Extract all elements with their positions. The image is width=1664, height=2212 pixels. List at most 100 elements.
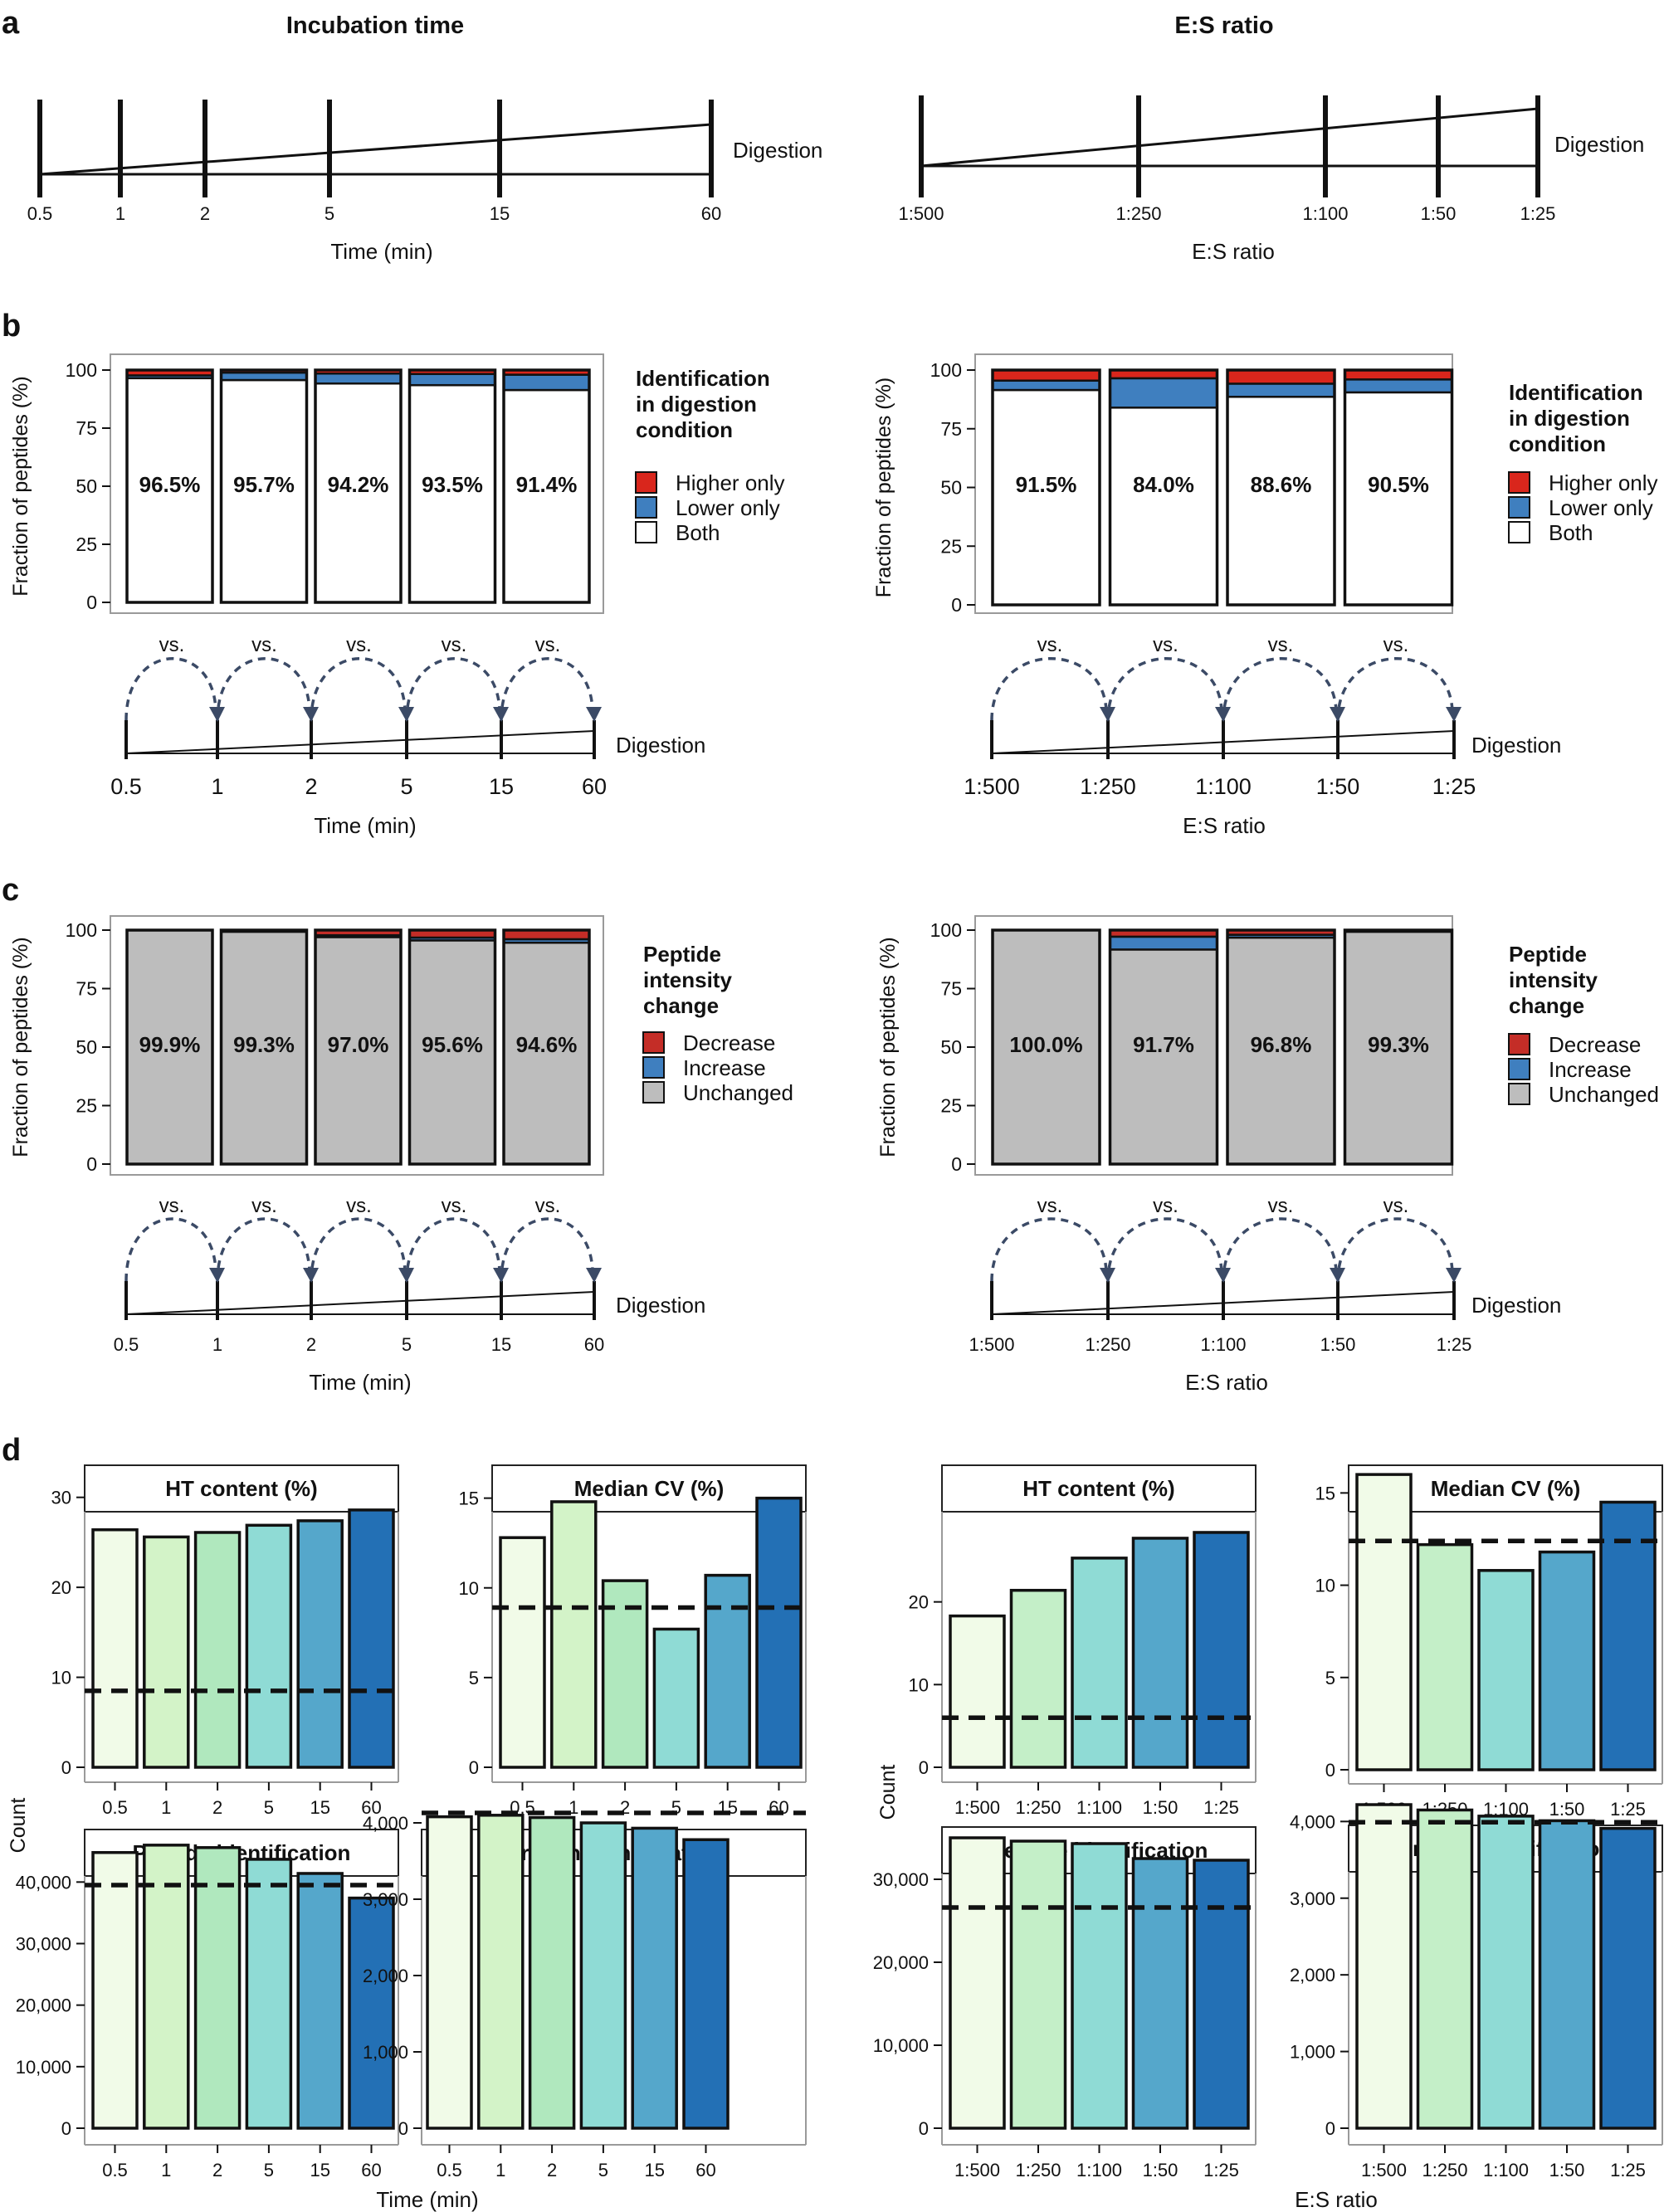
schematic-b-es: 1:500 1:250 1:100 1:50 1:25 Digestion E:S rati… xyxy=(964,634,1561,838)
y-tick-label: 4,000 xyxy=(363,1813,408,1834)
vs-label: vs. xyxy=(346,1195,372,1217)
y-tick-label: 50 xyxy=(940,477,962,499)
wedge-line xyxy=(125,730,595,754)
tick-label-1: 1 xyxy=(115,203,125,224)
vs-label: vs. xyxy=(1383,1195,1409,1217)
bar xyxy=(1477,1815,1535,2130)
y-tick-label: 25 xyxy=(76,1095,97,1117)
y-tick-label: 0 xyxy=(61,2118,71,2139)
bar-percent-label: 93.5% xyxy=(422,472,483,497)
vs-label: vs. xyxy=(346,634,372,656)
x-tick-label: 1:100 xyxy=(1076,1797,1122,1818)
tick-label-60: 60 xyxy=(701,203,721,224)
y-tick-label: 20,000 xyxy=(873,1952,929,1973)
legend-swatch xyxy=(1508,496,1530,519)
y-tick-label: 10,000 xyxy=(873,2035,929,2056)
y-tick-label: 30,000 xyxy=(873,1869,929,1890)
x-tick-label: 1:50 xyxy=(1549,1799,1585,1820)
y-tick-label: 3,000 xyxy=(363,1889,408,1910)
bar xyxy=(91,1850,139,2130)
wedge-line xyxy=(125,1291,595,1315)
bar-percent-label: 84.0% xyxy=(1133,472,1194,497)
chart-c-time: 0 25 50 75 100 Fraction of peptides (%) 99.9% 9… xyxy=(9,915,793,1176)
tick-label-0.5: 0.5 xyxy=(110,774,142,799)
comparison-arc xyxy=(990,657,1108,721)
bar xyxy=(1538,1819,1596,2130)
bar-outline xyxy=(1226,928,1336,1166)
y-tick-label: 10 xyxy=(51,1668,71,1688)
bar xyxy=(1009,1839,1067,2130)
chart-title-box xyxy=(84,1464,399,1513)
y-tick-label: 0 xyxy=(919,2118,929,2139)
bar-percent-label: 96.8% xyxy=(1251,1032,1312,1057)
legend-swatch xyxy=(1508,1058,1530,1080)
count-label-time: Count xyxy=(7,1798,30,1854)
tick-label-1: 1 xyxy=(211,774,223,799)
bar xyxy=(245,1523,293,1769)
x-tick-label: 15 xyxy=(310,2160,329,2180)
x-tick-label: 60 xyxy=(695,2160,715,2180)
tick-label-1:500: 1:500 xyxy=(964,774,1020,799)
comparison-arc xyxy=(405,1217,501,1282)
count-label-es: Count xyxy=(876,1765,900,1820)
bar xyxy=(1538,1550,1596,1771)
bar-percent-label: 91.7% xyxy=(1133,1032,1194,1057)
vs-label: vs. xyxy=(1268,1195,1294,1217)
x-tick-label: 1:50 xyxy=(1143,2160,1178,2180)
comparison-arrowhead xyxy=(586,707,602,722)
tick-label-1:100: 1:100 xyxy=(1200,1334,1246,1355)
bar xyxy=(1477,1569,1535,1771)
x-tick-label: 1:500 xyxy=(1361,2160,1407,2180)
chart-b-es: 0 25 50 75 100 Fraction of peptides (%) 91.5% 8… xyxy=(872,353,1658,616)
y-tick-label: 40,000 xyxy=(16,1872,71,1893)
tick-label-1:50: 1:50 xyxy=(1316,774,1360,799)
tick-label-1:250: 1:250 xyxy=(1080,774,1136,799)
legend-title-line: condition xyxy=(1509,431,1606,456)
y-tick-label: 20 xyxy=(909,1592,929,1613)
legend-entry-decrease: Decrease xyxy=(1549,1032,1641,1057)
vs-label: vs. xyxy=(442,634,467,656)
tick-label-1:25: 1:25 xyxy=(1437,1334,1472,1355)
comparison-arc xyxy=(1222,657,1338,721)
tick-label-1:500: 1:500 xyxy=(969,1334,1014,1355)
bar-percent-label: 99.3% xyxy=(233,1032,295,1057)
panel-label-a: a xyxy=(2,6,20,41)
tick-label-1:250: 1:250 xyxy=(1115,203,1161,224)
bar xyxy=(348,1896,395,2130)
bar xyxy=(348,1508,395,1769)
wedge-line xyxy=(920,107,1539,168)
bar-percent-label: 90.5% xyxy=(1368,472,1429,497)
x-tick-label: 1:25 xyxy=(1610,2160,1646,2180)
bar-outline xyxy=(314,368,403,604)
bar-segment-lower-only xyxy=(991,379,1101,392)
y-tick-label: 25 xyxy=(76,534,97,555)
y-tick-label: 20 xyxy=(51,1577,71,1598)
plot-frame xyxy=(110,353,604,614)
vs-label: vs. xyxy=(442,1195,467,1217)
legend-entry-lower-only: Lower only xyxy=(676,495,780,520)
incubation-time-title: Incubation time xyxy=(286,12,464,39)
tick-label-5: 5 xyxy=(325,203,334,224)
x-tick-label: 1:50 xyxy=(1549,2160,1585,2180)
comparison-arrowhead xyxy=(1446,1268,1461,1283)
bar-outline xyxy=(1343,368,1454,607)
tick-label-15: 15 xyxy=(489,774,514,799)
bar-percent-label: 91.5% xyxy=(1016,472,1077,497)
x-tick-label: 1:250 xyxy=(1015,1797,1061,1818)
bar-segment-lower-only xyxy=(408,373,496,387)
x-tick-label: 0.5 xyxy=(437,2160,462,2180)
comparison-arc xyxy=(1222,1217,1338,1282)
y-tick-label: 0 xyxy=(469,1757,479,1778)
bar xyxy=(601,1579,649,1769)
wedge-line xyxy=(39,123,712,176)
x-tick-label: 60 xyxy=(361,1797,381,1818)
x-tick-label: 2 xyxy=(212,1797,222,1818)
tick-label-1:25: 1:25 xyxy=(1520,203,1556,224)
legend-entry-increase: Increase xyxy=(683,1055,766,1080)
comparison-arc xyxy=(990,1217,1108,1282)
y-axis-label: Fraction of peptides (%) xyxy=(876,937,900,1157)
x-tick-label: 1:250 xyxy=(1015,2160,1061,2180)
y-tick-label: 100 xyxy=(66,919,97,941)
bar-outline xyxy=(1343,928,1454,1166)
tick-label-60: 60 xyxy=(582,774,607,799)
